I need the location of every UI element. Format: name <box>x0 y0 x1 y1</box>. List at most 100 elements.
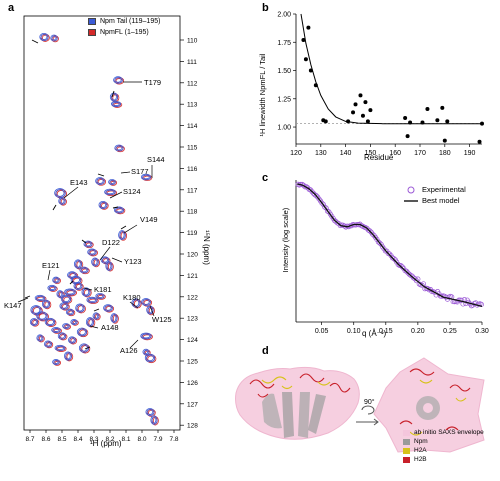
peak-contour-blue <box>74 283 82 289</box>
panel-letter-d: d <box>262 345 269 357</box>
peak-contour-blue <box>36 311 48 321</box>
peak-contour-blue <box>104 188 116 196</box>
legend-item-npmfl: NpmFL (1–195) <box>88 27 160 38</box>
saxs-envelope-legend: ab initio SAXS envelope Npm H2A H2B <box>403 428 484 464</box>
peak-contour-blue <box>67 271 77 279</box>
peak-contour-blue <box>64 288 76 296</box>
peak-contour-blue <box>75 303 85 313</box>
peak-contour-blue <box>93 313 99 319</box>
peak-contour-blue <box>47 284 57 292</box>
peak-contour-blue <box>86 296 98 304</box>
shift-arrows <box>24 39 127 350</box>
peak-contour-blue <box>68 272 76 278</box>
legend-swatch-h2a <box>403 447 410 454</box>
nmr-x-ticks: 8.7 8.6 8.5 8.4 8.3 8.2 8.1 8.0 7.9 7.8 <box>25 430 179 443</box>
legend-item-experimental: Experimental <box>404 184 466 195</box>
peak-contour-blue <box>112 102 120 106</box>
legend-label-npm: Npm <box>414 438 428 445</box>
saxs-legend: Experimental Best model <box>404 184 466 206</box>
label-A148: A148 <box>101 323 119 332</box>
peak-contour-blue <box>31 306 41 314</box>
nmr-x-tick-label: 8.6 <box>41 436 50 443</box>
peak-contour-blue <box>144 353 156 363</box>
legend-item-envelope: ab initio SAXS envelope <box>403 428 484 437</box>
peak-contour-blue <box>113 206 125 214</box>
peak-contour-blue <box>30 305 42 315</box>
label-K180: K180 <box>123 293 141 302</box>
nmr-peaks <box>29 32 159 426</box>
nmr-plot-frame <box>23 15 181 431</box>
nmr-x-label: ¹H (ppm) <box>90 439 122 448</box>
peak-contour-blue <box>84 241 92 247</box>
peak-contour-blue <box>140 332 152 340</box>
peak-contour-blue <box>95 177 105 185</box>
legend-label-h2b: H2B <box>414 456 427 463</box>
peak-contour-blue <box>65 352 71 360</box>
nmr-x-tick-label: 8.2 <box>105 436 114 443</box>
peak-contour-blue <box>87 248 97 256</box>
peak-contour-blue <box>63 324 69 328</box>
peak-contour-blue <box>87 297 97 303</box>
peak-contour-blue <box>91 257 99 267</box>
peak-contour-blue <box>111 93 117 101</box>
peak-contour-blue <box>113 76 123 84</box>
residue-labels: T179 S144 S177 E143 S124 V149 D122 Y123 … <box>4 78 172 355</box>
nmr-x-tick-label: 8.1 <box>121 436 130 443</box>
peak-contour-blue <box>56 290 64 298</box>
label-Y123: Y123 <box>124 257 142 266</box>
peak-contour-blue <box>53 277 59 283</box>
peak-contour-blue <box>78 328 86 336</box>
nmr-y-tick-label: 115 <box>187 145 198 152</box>
nmr-y-tick-label: 120 <box>187 252 198 259</box>
peak-contour-blue <box>142 299 150 305</box>
peak-contour-blue <box>88 249 96 255</box>
peak-contour-blue <box>76 327 88 337</box>
label-S124: S124 <box>123 187 141 196</box>
peak-contour-blue <box>54 188 66 198</box>
nmr-y-tick-label: 114 <box>187 123 198 130</box>
panel-letter-c: c <box>262 172 269 184</box>
peak-contour-blue <box>108 178 116 186</box>
peak-contour-blue <box>50 34 58 42</box>
peak-contour-blue <box>150 415 158 425</box>
legend-item-npm-tail: Npm Tail (119–195) <box>88 16 160 27</box>
peak-contour-blue <box>99 202 107 208</box>
label-A126: A126 <box>120 346 138 355</box>
residue-leader-lines <box>17 81 155 349</box>
peak-contour-blue <box>53 360 59 364</box>
peak-contour-blue <box>37 312 47 320</box>
legend-swatch-npm <box>403 438 410 445</box>
nmr-y-tick-label: 121 <box>187 273 198 280</box>
legend-swatch-envelope <box>403 429 410 436</box>
peak-contour-blue <box>141 333 151 339</box>
nmr-x-tick-label: 8.5 <box>57 436 66 443</box>
peak-contour-blue <box>31 319 37 325</box>
legend-item-npm: Npm <box>403 437 484 446</box>
peak-contour-blue <box>105 261 113 271</box>
peak-contour-blue <box>57 332 67 340</box>
legend-swatch-blue <box>88 18 96 25</box>
peak-contour-blue <box>74 259 82 269</box>
peak-contour-blue <box>104 305 112 311</box>
peak-contour-blue <box>64 351 72 361</box>
nmr-x-tick-label: 7.9 <box>153 436 162 443</box>
peak-contour-blue <box>39 32 49 42</box>
peak-contour-blue <box>58 197 66 205</box>
label-S177: S177 <box>131 167 149 176</box>
peak-contour-blue <box>69 337 75 343</box>
nmr-y-tick-label: 113 <box>187 102 198 109</box>
peak-contour-blue <box>115 145 123 151</box>
peak-contour-blue <box>52 359 60 365</box>
nmr-y-tick-label: 116 <box>187 166 198 173</box>
nmr-x-tick-label: 8.3 <box>89 436 98 443</box>
label-E143: E143 <box>70 178 88 187</box>
legend-item-h2b: H2B <box>403 455 484 464</box>
legend-swatch-red <box>88 29 96 36</box>
peak-contour-blue <box>54 344 66 352</box>
label-D122: D122 <box>102 238 120 247</box>
legend-item-h2a: H2A <box>403 446 484 455</box>
legend-label-best-model: Best model <box>422 196 460 205</box>
peak-contour-blue <box>110 100 122 108</box>
peak-contour-blue <box>92 312 100 320</box>
panel-letter-a: a <box>8 2 15 14</box>
